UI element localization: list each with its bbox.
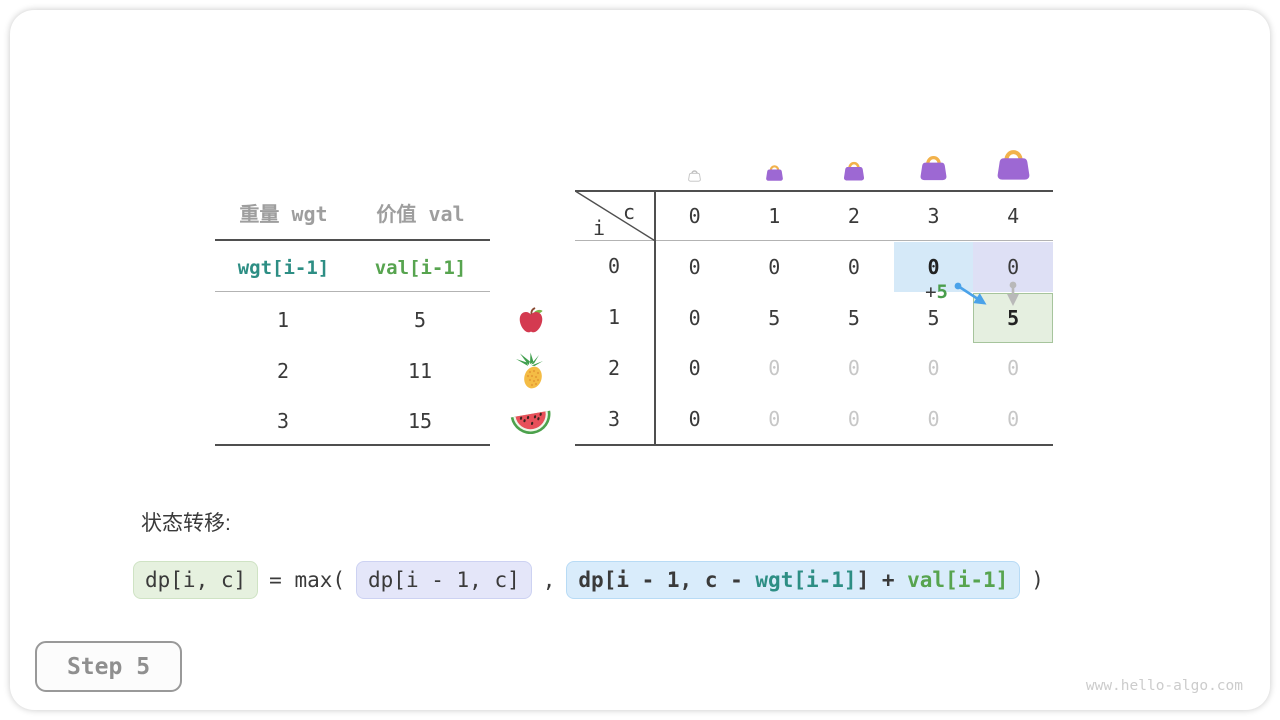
formula-arg2-prefix: dp[i - 1, c - xyxy=(578,568,756,592)
dp-row-label-2: 2 xyxy=(607,355,621,380)
dp-col-header-0: 0 xyxy=(688,203,701,228)
dp-cell-i2-c3: 0 xyxy=(927,356,940,381)
dp-cell-i1-c3: 5 xyxy=(927,305,940,330)
apple-icon xyxy=(516,305,546,335)
dp-label-column-divider xyxy=(654,190,656,446)
items-subheader-divider xyxy=(215,291,490,293)
bag-icon xyxy=(917,151,950,182)
dp-bottom-border xyxy=(575,444,1053,446)
formula-arg2-val: val[i-1] xyxy=(907,568,1009,592)
item-1-weight: 1 xyxy=(276,308,290,332)
dp-cell-i0-c1: 0 xyxy=(768,254,781,279)
plus-sign: + xyxy=(925,281,937,303)
dp-cell-i2-c2: 0 xyxy=(847,356,860,381)
dp-corner-diagonal xyxy=(575,190,655,242)
dp-cell-i3-c2: 0 xyxy=(847,407,860,432)
dp-cell-i0-c0: 0 xyxy=(688,254,701,279)
formula-close-paren: ) xyxy=(1031,568,1044,593)
bag-outline-icon xyxy=(687,168,702,182)
dp-cell-i1-c0: 0 xyxy=(688,305,701,330)
dp-row-label-0: 0 xyxy=(607,254,621,279)
dp-row-label-1: 1 xyxy=(607,305,621,330)
dp-cell-i1-c1: 5 xyxy=(768,305,781,330)
formula-arg2-chip: dp[i - 1, c - wgt[i-1]] + val[i-1] xyxy=(566,561,1021,600)
dp-corner-row-var: i xyxy=(592,216,606,240)
formula-equals-max: = max( xyxy=(269,568,346,593)
item-2-value: 11 xyxy=(407,359,433,383)
formula-arg2-mid: ] + xyxy=(856,568,908,592)
watermelon-icon xyxy=(509,405,553,437)
dp-cell-i0-c2: 0 xyxy=(847,254,860,279)
dp-cell-i3-c1: 0 xyxy=(768,407,781,432)
item-3-weight: 3 xyxy=(276,409,290,433)
dp-row-label-3: 3 xyxy=(607,406,621,431)
formula-arg2-wgt: wgt[i-1] xyxy=(755,568,857,592)
items-header-divider xyxy=(215,239,490,241)
dp-header-divider xyxy=(575,240,1053,242)
bag-icon xyxy=(764,162,785,182)
items-col-value-header: 价值 val xyxy=(376,201,465,226)
dp-cell-i1-c2: 5 xyxy=(847,305,860,330)
dp-cell-i2-c0: 0 xyxy=(688,356,701,381)
watermark: www.hello-algo.com xyxy=(1085,678,1243,694)
dp-cell-i2-c4: 0 xyxy=(1007,356,1020,381)
dp-col-header-2: 2 xyxy=(847,203,860,228)
dp-col-header-4: 4 xyxy=(1007,203,1020,228)
dp-cell-i3-c0: 0 xyxy=(688,407,701,432)
step-badge: Step 5 xyxy=(35,641,182,692)
gain-value: 5 xyxy=(936,281,948,303)
bag-icon xyxy=(841,158,867,182)
dp-top-border xyxy=(575,190,1053,192)
dp-col-header-1: 1 xyxy=(768,203,781,228)
items-bottom-border xyxy=(215,444,490,446)
item-3-value: 15 xyxy=(407,409,433,433)
bag-icon xyxy=(993,144,1034,182)
transfer-arrow-icon xyxy=(957,284,987,305)
dp-corner-col-var: c xyxy=(622,200,636,224)
gain-annotation: +5 xyxy=(898,282,948,302)
items-subheader-wgt: wgt[i-1] xyxy=(237,257,330,279)
state-transition-formula: dp[i, c] = max( dp[i - 1, c] , dp[i - 1,… xyxy=(133,561,1044,600)
dp-cell-i3-c4: 0 xyxy=(1007,407,1020,432)
state-transition-label: 状态转移: xyxy=(141,512,231,535)
formula-lhs-chip: dp[i, c] xyxy=(133,561,259,600)
dp-cell-i3-c3: 0 xyxy=(927,407,940,432)
pineapple-icon xyxy=(513,352,549,390)
dp-cell-i2-c1: 0 xyxy=(768,356,781,381)
items-col-weight-header: 重量 wgt xyxy=(239,201,328,226)
items-subheader-val: val[i-1] xyxy=(374,257,467,279)
formula-arg1-chip: dp[i - 1, c] xyxy=(356,561,532,600)
formula-comma: , xyxy=(542,568,556,593)
item-1-value: 5 xyxy=(413,308,427,332)
item-2-weight: 2 xyxy=(276,359,290,383)
dp-col-header-3: 3 xyxy=(927,203,940,228)
